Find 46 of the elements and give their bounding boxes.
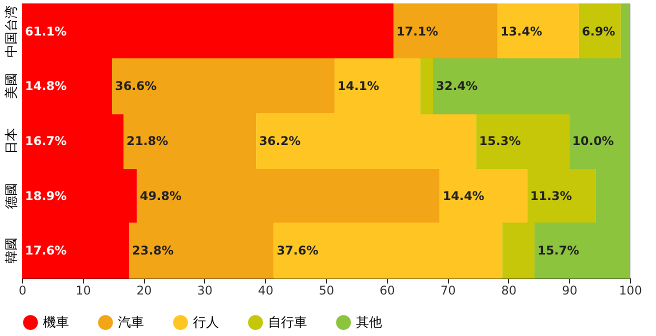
- data-label: 14.1%: [338, 79, 380, 94]
- y-tick-label: 日本: [4, 128, 20, 154]
- y-tick-label: 美國: [4, 73, 20, 100]
- x-tick-label: 20: [136, 284, 152, 298]
- data-label: 10.0%: [572, 134, 614, 148]
- x-tick-label: 70: [440, 284, 456, 298]
- x-tick-label: 80: [501, 284, 517, 298]
- bar: [578, 3, 621, 60]
- bar: [420, 58, 434, 114]
- data-label: 15.7%: [538, 244, 580, 258]
- data-label: 49.8%: [140, 188, 182, 203]
- data-label: 21.8%: [126, 134, 168, 148]
- data-label: 17.1%: [396, 24, 438, 38]
- x-tick-label: 40: [258, 284, 274, 298]
- data-label: 16.7%: [25, 134, 67, 148]
- data-label: 17.6%: [25, 244, 67, 258]
- y-tick-label: 德國: [4, 182, 20, 209]
- data-label: 61.1%: [25, 24, 67, 38]
- x-tick-label: 90: [562, 284, 578, 298]
- legend-label: 機車: [43, 316, 69, 331]
- legend-label: 汽車: [118, 316, 144, 331]
- data-label: 32.4%: [436, 79, 478, 94]
- data-label: 37.6%: [276, 244, 318, 258]
- x-tick-label: 60: [380, 284, 395, 298]
- legend-label: 自行車: [268, 316, 307, 331]
- data-label: 15.3%: [479, 134, 521, 148]
- data-label: 11.3%: [530, 188, 572, 203]
- x-tick-label: 100: [619, 284, 642, 298]
- data-label: 6.9%: [582, 24, 616, 38]
- x-tick-label: 10: [76, 284, 91, 298]
- data-label: 18.9%: [25, 188, 67, 203]
- bar: [393, 3, 498, 60]
- data-label: 13.4%: [500, 24, 542, 38]
- x-tick-label: 0: [18, 284, 26, 298]
- legend-label: 行人: [193, 316, 219, 331]
- data-label: 23.8%: [132, 244, 174, 258]
- data-label: 36.2%: [259, 134, 301, 148]
- y-tick-label: 韓國: [4, 238, 20, 264]
- y-tick-label: 中国台湾: [4, 5, 20, 58]
- data-label: 14.8%: [25, 79, 67, 94]
- data-label: 14.4%: [442, 188, 484, 203]
- bar: [497, 3, 579, 60]
- x-tick-label: 50: [318, 284, 334, 298]
- data-label: 36.6%: [114, 79, 157, 94]
- legend-label: 其他: [356, 316, 382, 331]
- x-tick-label: 30: [197, 284, 213, 298]
